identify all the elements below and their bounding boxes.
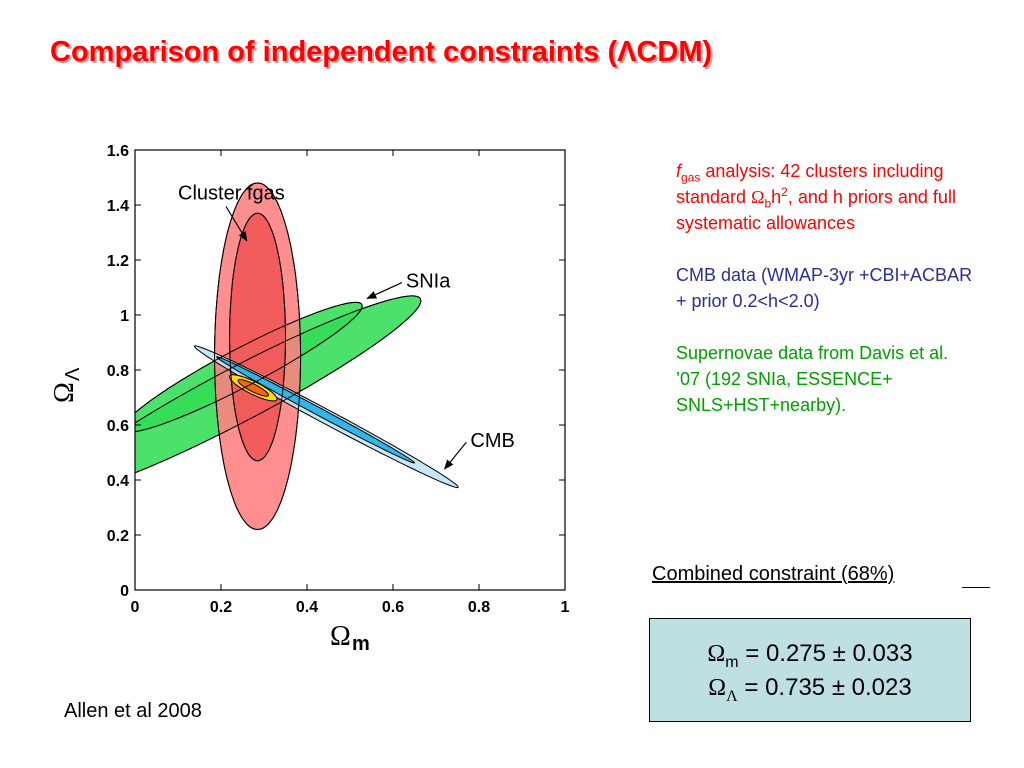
- fgas-note: fgas analysis: 42 clusters including sta…: [676, 158, 976, 236]
- x-tick-label: 1: [561, 599, 570, 616]
- y-tick-label: 0.6: [107, 418, 129, 435]
- snia-label: SNIa: [406, 271, 451, 293]
- axis-ticks: 0 0.2 0.4 0.6 0.8 1 0 0.2 0.4 0.6 0.8 1 1.2 1.4 1.6: [107, 143, 570, 616]
- contour-chart: 0 0.2 0.4 0.6 0.8 1 0 0.2 0.4 0.6 0.8 1 1.2 1.4 1.6 Cl…: [49, 143, 570, 655]
- slide-title: Comparison of independent constraints (Λ…: [50, 36, 713, 68]
- x-tick-label: 0.6: [382, 599, 404, 616]
- cmb-note: CMB data (WMAP-3yr +CBI+ACBAR + prior 0.…: [676, 265, 973, 311]
- citation: Allen et al 2008: [64, 700, 202, 722]
- x-tick-label: 0.2: [210, 599, 232, 616]
- cluster-fgas-contour-95-outline: [213, 182, 302, 531]
- combined-constraint-label: Combined constraint (68%): [652, 563, 895, 585]
- snia-arrow: [366, 282, 403, 300]
- annotation-layer: Cluster fgas SNIa CMB: [178, 183, 515, 470]
- y-axis-label-symbol: Ω: [49, 382, 80, 403]
- y-tick-label: 1: [120, 308, 129, 325]
- cluster-fgas-arrow: [225, 206, 248, 242]
- snia-contour-95-outline: [135, 295, 422, 474]
- omega-m-result: Ωm = 0.275 ± 0.033: [650, 637, 970, 671]
- snia-note: Supernovae data from Davis et al. ’07 (1…: [676, 343, 949, 415]
- x-tick-label: 0.4: [296, 599, 318, 616]
- x-tick-label: 0.8: [468, 599, 490, 616]
- cluster-fgas-contour-68-outline: [229, 212, 286, 462]
- y-axis-label: Ω Λ: [49, 367, 84, 403]
- x-axis-label: Ω m: [330, 621, 370, 655]
- y-tick-label: 0: [120, 583, 129, 600]
- cmb-contour-68: [216, 356, 416, 464]
- y-axis-label-subscript: Λ: [62, 367, 84, 381]
- x-tick-label: 0: [131, 599, 140, 616]
- fgas-text-1: analysis: 42 clusters including standard: [676, 161, 944, 207]
- fgas-omega: Ω: [751, 187, 765, 207]
- snia-contour-68-outline: [135, 301, 363, 433]
- result-box: Ωm = 0.275 ± 0.033 ΩΛ = 0.735 ± 0.023: [649, 618, 971, 722]
- fgas-omega-subscript: b: [764, 196, 772, 211]
- fgas-h-superscript: 2: [781, 185, 788, 199]
- y-tick-label: 0.4: [107, 473, 129, 490]
- y-tick-label: 1.2: [107, 253, 129, 270]
- x-axis-label-subscript: m: [352, 633, 370, 655]
- y-tick-label: 0.8: [107, 363, 129, 380]
- combined-contour-68: [237, 379, 269, 397]
- combined-underline: [962, 587, 990, 588]
- fgas-text-2: , and h priors and full systematic allow…: [676, 187, 956, 233]
- omega-lambda-result: ΩΛ = 0.735 ± 0.023: [650, 671, 970, 705]
- cmb-label: CMB: [470, 430, 514, 452]
- omega-m-symbol: Ω: [707, 641, 726, 667]
- y-tick-label: 1.4: [107, 198, 129, 215]
- omega-m-value: = 0.275 ± 0.033: [738, 640, 913, 667]
- omega-m-subscript: m: [725, 653, 739, 671]
- fgas-h: h: [771, 187, 782, 207]
- contour-layer: [135, 182, 459, 531]
- cluster-fgas-label: Cluster fgas: [178, 183, 285, 205]
- omega-lambda-value: = 0.735 ± 0.023: [737, 674, 912, 701]
- fgas-f: f: [676, 161, 682, 181]
- y-tick-label: 1.6: [107, 143, 129, 160]
- notes-panel: fgas analysis: 42 clusters including sta…: [676, 158, 976, 444]
- x-axis-label-symbol: Ω: [330, 621, 351, 652]
- omega-lambda-subscript: Λ: [726, 687, 738, 705]
- fgas-f-subscript: gas: [681, 170, 701, 185]
- y-tick-label: 0.2: [107, 528, 129, 545]
- omega-lambda-symbol: Ω: [708, 675, 727, 701]
- cmb-arrow: [443, 441, 467, 470]
